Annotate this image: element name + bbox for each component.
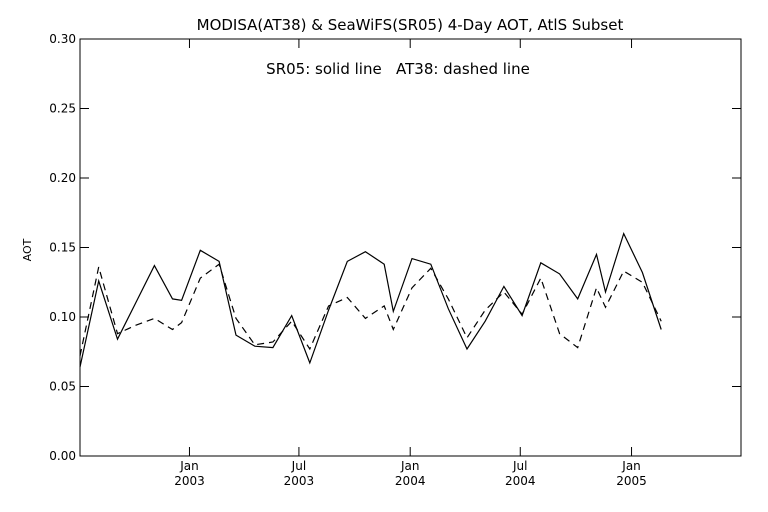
x-tick-year-label: 2004 [505,474,536,488]
plot-area: 0.000.050.100.150.200.250.30 Jan2003Jul2… [49,32,742,488]
y-tick-label: 0.15 [49,241,76,255]
y-tick-label: 0.05 [49,380,76,394]
series-line-sr05 [79,231,662,368]
x-tick-year-label: 2003 [174,474,205,488]
x-tick-month-label: Jul [512,459,527,473]
x-tick-year-label: 2004 [395,474,426,488]
y-tick-label: 0.25 [49,102,76,116]
y-axis: 0.00 0.05 0.10 0.15 0.20 0.25 0.30 [49,32,741,463]
x-tick-year-label: 2003 [284,474,315,488]
series-line-at38 [79,263,662,357]
y-tick-label: 0.00 [49,449,76,463]
x-tick-month-label: Jul [291,459,306,473]
y-tick-label: 0.30 [49,32,76,46]
y-tick-label: 0.20 [49,171,76,185]
series-lines [79,231,662,368]
legend-text: SR05: solid line AT38: dashed line [266,60,530,78]
plot-frame [79,38,742,457]
y-tick-label: 0.10 [49,310,76,324]
x-tick-month-label: Jan [179,459,199,473]
y-axis-label: AOT [21,238,34,261]
x-tick-year-label: 2005 [616,474,647,488]
x-tick-month-label: Jan [621,459,641,473]
chart-title: MODISA(AT38) & SeaWiFS(SR05) 4-Day AOT, … [197,16,624,34]
x-tick-month-label: Jan [400,459,420,473]
